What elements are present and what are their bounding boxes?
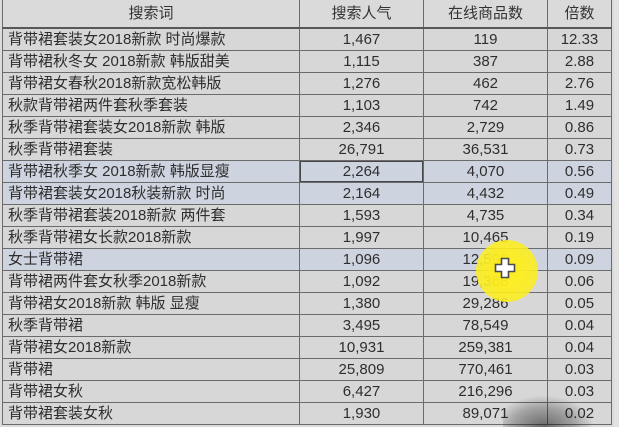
table-row[interactable]: 背带裙套装女秋 1,930 89,071 0.02	[2, 402, 612, 425]
col-header-ratio[interactable]: 倍数	[547, 0, 612, 29]
ratio-cell[interactable]: 0.86	[547, 116, 612, 139]
products-cell[interactable]: 4,070	[423, 160, 548, 183]
ratio-cell[interactable]: 0.19	[547, 226, 612, 249]
ratio-cell[interactable]: 0.04	[547, 336, 612, 359]
col-header-products[interactable]: 在线商品数	[423, 0, 548, 29]
popularity-cell[interactable]: 2,264	[299, 160, 424, 183]
table-row[interactable]: 背带裙女2018新款 韩版 显瘦 1,380 29,286 0.05	[2, 292, 612, 315]
popularity-cell[interactable]: 10,931	[299, 336, 424, 359]
products-cell[interactable]: 78,549	[423, 314, 548, 337]
products-cell[interactable]: 4,432	[423, 182, 548, 205]
keyword-cell[interactable]: 背带裙套装女2018新款 时尚爆款	[2, 27, 300, 51]
popularity-cell[interactable]: 1,997	[299, 226, 424, 249]
ratio-cell[interactable]: 2.76	[547, 72, 612, 95]
sheet-right-margin	[614, 0, 619, 427]
popularity-cell[interactable]: 6,427	[299, 380, 424, 403]
popularity-cell[interactable]: 1,096	[299, 248, 424, 271]
table-row[interactable]: 女士背带裙 1,096 12,595 0.09	[2, 248, 612, 271]
keyword-cell[interactable]: 秋季背带裙女长款2018新款	[2, 226, 300, 249]
products-cell[interactable]: 462	[423, 72, 548, 95]
ratio-cell[interactable]: 0.09	[547, 248, 612, 271]
popularity-cell[interactable]: 1,380	[299, 292, 424, 315]
products-cell[interactable]: 742	[423, 94, 548, 117]
keyword-cell[interactable]: 背带裙	[2, 358, 300, 381]
ratio-cell[interactable]: 0.04	[547, 314, 612, 337]
ratio-cell[interactable]: 0.02	[547, 402, 612, 425]
keyword-cell[interactable]: 秋季背带裙套装	[2, 138, 300, 161]
keyword-cell[interactable]: 背带裙女2018新款 韩版 显瘦	[2, 292, 300, 315]
popularity-cell[interactable]: 1,103	[299, 94, 424, 117]
products-cell[interactable]: 19,368	[423, 270, 548, 293]
table-body: 背带裙套装女2018新款 时尚爆款 1,467 119 12.33 背带裙秋冬女…	[2, 27, 612, 425]
popularity-cell[interactable]: 1,930	[299, 402, 424, 425]
keyword-cell[interactable]: 秋季背带裙套装2018新款 两件套	[2, 204, 300, 227]
table-row[interactable]: 背带裙秋冬女 2018新款 韩版甜美 1,115 387 2.88	[2, 50, 612, 73]
popularity-cell[interactable]: 1,092	[299, 270, 424, 293]
products-cell[interactable]: 119	[423, 27, 548, 51]
products-cell[interactable]: 12,595	[423, 248, 548, 271]
keyword-cell[interactable]: 秋款背带裙两件套秋季套装	[2, 94, 300, 117]
products-cell[interactable]: 10,465	[423, 226, 548, 249]
products-cell[interactable]: 770,461	[423, 358, 548, 381]
keyword-cell[interactable]: 背带裙秋冬女 2018新款 韩版甜美	[2, 50, 300, 73]
col-header-keyword[interactable]: 搜索词	[2, 0, 300, 29]
col-header-popularity[interactable]: 搜索人气	[299, 0, 424, 29]
products-cell[interactable]: 36,531	[423, 138, 548, 161]
table-row[interactable]: 秋季背带裙套装 26,791 36,531 0.73	[2, 138, 612, 161]
header-row: 搜索词 搜索人气 在线商品数 倍数	[2, 0, 612, 29]
table-row[interactable]: 背带裙女2018新款 10,931 259,381 0.04	[2, 336, 612, 359]
table-row[interactable]: 背带裙秋季女 2018新款 韩版显瘦 2,264 4,070 0.56	[2, 160, 612, 183]
ratio-cell[interactable]: 12.33	[547, 27, 612, 51]
ratio-cell[interactable]: 0.49	[547, 182, 612, 205]
popularity-cell[interactable]: 26,791	[299, 138, 424, 161]
ratio-cell[interactable]: 0.06	[547, 270, 612, 293]
ratio-cell[interactable]: 0.73	[547, 138, 612, 161]
popularity-cell[interactable]: 1,593	[299, 204, 424, 227]
popularity-cell[interactable]: 2,346	[299, 116, 424, 139]
keyword-cell[interactable]: 背带裙套装女秋	[2, 402, 300, 425]
popularity-cell[interactable]: 25,809	[299, 358, 424, 381]
table-row[interactable]: 秋季背带裙女长款2018新款 1,997 10,465 0.19	[2, 226, 612, 249]
table-row[interactable]: 背带裙女秋 6,427 216,296 0.03	[2, 380, 612, 403]
products-cell[interactable]: 2,729	[423, 116, 548, 139]
table-row[interactable]: 背带裙两件套女秋季2018新款 1,092 19,368 0.06	[2, 270, 612, 293]
products-cell[interactable]: 29,286	[423, 292, 548, 315]
popularity-cell[interactable]: 1,276	[299, 72, 424, 95]
products-cell[interactable]: 259,381	[423, 336, 548, 359]
table-row[interactable]: 背带裙套装女2018秋装新款 时尚 2,164 4,432 0.49	[2, 182, 612, 205]
ratio-cell[interactable]: 0.56	[547, 160, 612, 183]
keyword-cell[interactable]: 秋季背带裙	[2, 314, 300, 337]
ratio-cell[interactable]: 0.34	[547, 204, 612, 227]
popularity-cell[interactable]: 1,115	[299, 50, 424, 73]
table-row[interactable]: 秋季背带裙 3,495 78,549 0.04	[2, 314, 612, 337]
keyword-cell[interactable]: 背带裙套装女2018秋装新款 时尚	[2, 182, 300, 205]
products-cell[interactable]: 216,296	[423, 380, 548, 403]
ratio-cell[interactable]: 0.03	[547, 358, 612, 381]
ratio-cell[interactable]: 0.03	[547, 380, 612, 403]
popularity-cell[interactable]: 2,164	[299, 182, 424, 205]
ratio-cell[interactable]: 2.88	[547, 50, 612, 73]
products-cell[interactable]: 387	[423, 50, 548, 73]
table-row[interactable]: 秋季背带裙套装2018新款 两件套 1,593 4,735 0.34	[2, 204, 612, 227]
products-cell[interactable]: 89,071	[423, 402, 548, 425]
keyword-cell[interactable]: 背带裙秋季女 2018新款 韩版显瘦	[2, 160, 300, 183]
products-cell[interactable]: 4,735	[423, 204, 548, 227]
ratio-cell[interactable]: 1.49	[547, 94, 612, 117]
keyword-cell[interactable]: 背带裙女春秋2018新款宽松韩版	[2, 72, 300, 95]
table-row[interactable]: 背带裙套装女2018新款 时尚爆款 1,467 119 12.33	[2, 27, 612, 51]
table-row[interactable]: 背带裙 25,809 770,461 0.03	[2, 358, 612, 381]
table-row[interactable]: 背带裙女春秋2018新款宽松韩版 1,276 462 2.76	[2, 72, 612, 95]
keyword-cell[interactable]: 女士背带裙	[2, 248, 300, 271]
table-row[interactable]: 秋季背带裙套装女2018新款 韩版 2,346 2,729 0.86	[2, 116, 612, 139]
keyword-cell[interactable]: 背带裙女秋	[2, 380, 300, 403]
popularity-cell[interactable]: 1,467	[299, 27, 424, 51]
keyword-cell[interactable]: 背带裙两件套女秋季2018新款	[2, 270, 300, 293]
popularity-cell[interactable]: 3,495	[299, 314, 424, 337]
ratio-cell[interactable]: 0.05	[547, 292, 612, 315]
table-row[interactable]: 秋款背带裙两件套秋季套装 1,103 742 1.49	[2, 94, 612, 117]
keyword-cell[interactable]: 秋季背带裙套装女2018新款 韩版	[2, 116, 300, 139]
keyword-cell[interactable]: 背带裙女2018新款	[2, 336, 300, 359]
